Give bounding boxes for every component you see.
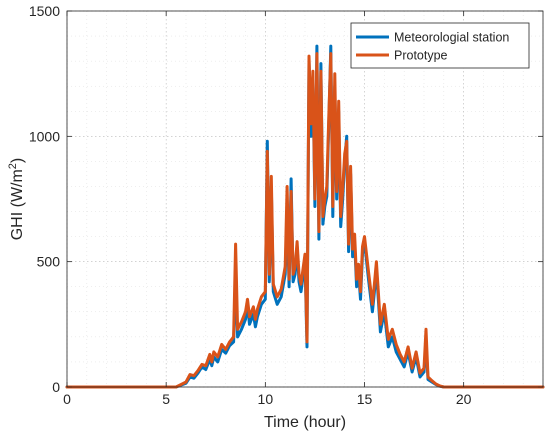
y-tick-label: 1000: [29, 128, 60, 144]
x-tick-label: 5: [162, 391, 170, 407]
series-line-prototype: [65, 52, 545, 389]
plot-area-frame: [66, 10, 544, 388]
y-tick-label: 1500: [29, 3, 60, 19]
x-tick-label: 0: [63, 391, 71, 407]
y-axis-title-superscript: 2: [7, 163, 19, 169]
y-tick-label: 500: [37, 254, 61, 270]
series-lines: [65, 44, 545, 389]
legend-label-prototype: Prototype: [394, 49, 448, 63]
legend-box: [350, 22, 530, 69]
x-tick-label: 20: [456, 391, 472, 407]
y-tick-label: 0: [52, 379, 60, 395]
x-axis-title: Time (hour): [264, 414, 346, 431]
y-axis-title-suffix: ): [9, 158, 26, 163]
x-tick-label: 15: [357, 391, 373, 407]
legend-label-meteorological-station: Meteorologial station: [394, 31, 509, 45]
y-axis-title-main: GHI (W/m: [9, 169, 26, 240]
legend: Meteorologial station Prototype: [350, 22, 530, 69]
x-tick-label: 10: [258, 391, 274, 407]
y-axis-title: GHI (W/m2): [7, 158, 26, 241]
axis-ticks: 0 5 10 15 20 0 500 1000 1500: [29, 3, 543, 407]
